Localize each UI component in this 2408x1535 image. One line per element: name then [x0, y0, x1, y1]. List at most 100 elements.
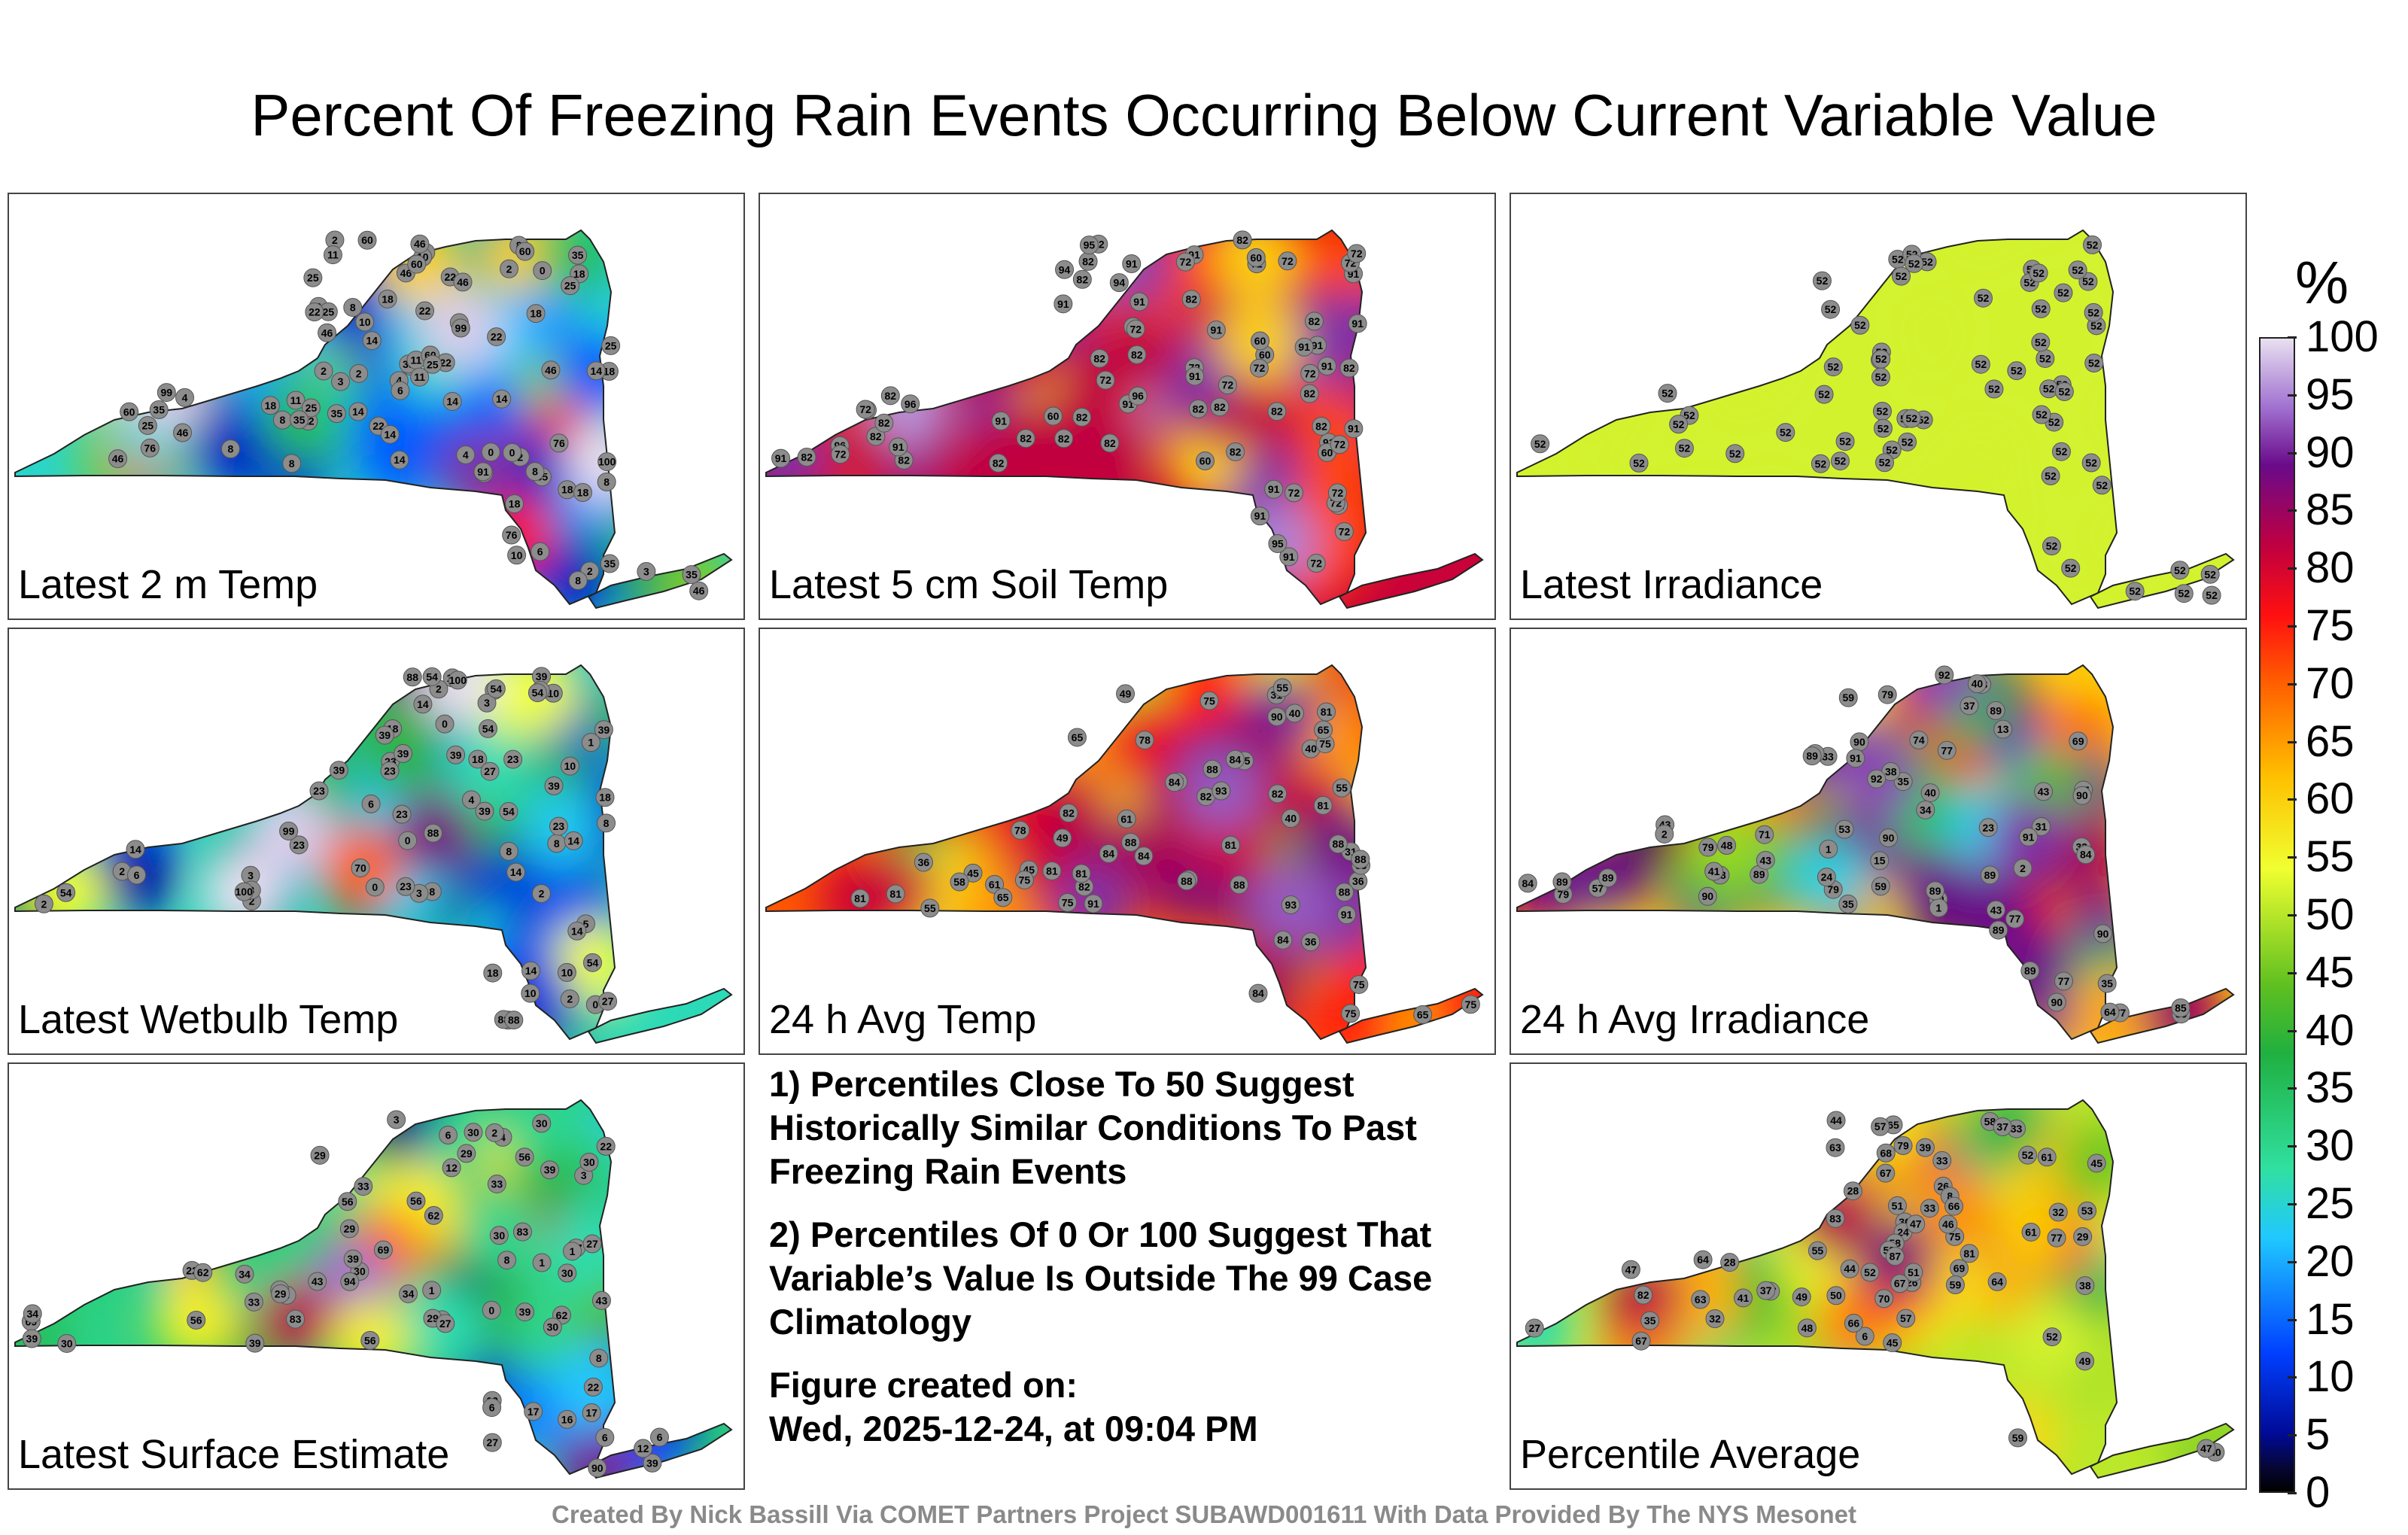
panel-label: Latest Wetbulb Temp: [18, 997, 399, 1042]
station-marker: [424, 1205, 443, 1225]
station-value: 72: [1333, 439, 1345, 451]
station-value: 83: [1829, 1212, 1841, 1224]
station-value: 82: [1076, 411, 1088, 423]
station-marker: [1044, 406, 1063, 426]
station-value: 29: [275, 1287, 287, 1299]
station-marker: [1821, 299, 1841, 319]
station-value: 29: [2077, 1230, 2089, 1242]
state-outline: [2089, 1422, 2235, 1479]
station-value: 79: [1702, 841, 1714, 853]
station-marker: [2125, 582, 2145, 601]
station-value: 90: [1271, 710, 1283, 722]
station-marker: [424, 823, 443, 843]
station-marker: [1812, 271, 1832, 290]
station-value: 52: [2085, 457, 2097, 469]
station-value: 6: [602, 1431, 608, 1443]
station-value: 88: [406, 671, 418, 683]
station-marker: [532, 1253, 552, 1272]
colorbar-tick-mark: [2288, 1145, 2297, 1148]
station-value: 90: [1853, 736, 1865, 748]
station-value: 47: [1910, 1218, 1922, 1230]
station-value: 52: [1683, 409, 1695, 421]
station-value: 82: [885, 390, 897, 402]
state-outline: [1338, 987, 1484, 1044]
state-outline: [1516, 1099, 2118, 1476]
colorbar-tick-mark: [2288, 625, 2297, 628]
station-marker: [235, 1264, 254, 1284]
station-marker: [1250, 506, 1269, 526]
panel-latest-2m-temp: 3881464241122046141824012021418622183822…: [8, 193, 745, 620]
station-marker: [1986, 900, 2005, 919]
station-marker: [323, 245, 342, 265]
station-value: 82: [1185, 293, 1197, 305]
station-marker: [2073, 1226, 2093, 1246]
station-marker: [771, 448, 791, 468]
station-value: 82: [1093, 352, 1105, 364]
station-value: 52: [2087, 239, 2099, 251]
station-marker: [2034, 782, 2054, 801]
station-marker: [600, 554, 619, 573]
station-marker: [634, 1439, 653, 1458]
state-map: 3881464241122046141824012021418622183822…: [14, 229, 733, 609]
station-marker: [1233, 230, 1252, 250]
station-marker: [1327, 483, 1347, 503]
station-marker: [138, 415, 157, 435]
station-value: 100: [449, 674, 467, 686]
state-outline: [1516, 664, 2118, 1041]
station-marker: [525, 462, 545, 482]
colorbar-tick-mark: [2288, 682, 2297, 685]
station-value: 72: [1180, 256, 1192, 268]
station-marker: [1835, 432, 1855, 451]
station-value: 39: [450, 749, 462, 761]
station-marker: [1598, 868, 1618, 888]
station-value: 77: [1941, 744, 1953, 756]
station-value: 40: [1305, 743, 1317, 755]
station-value: 52: [1896, 270, 1908, 282]
station-marker: [1874, 453, 1894, 473]
station-marker: [1210, 397, 1230, 417]
station-value: 5: [583, 918, 589, 930]
station-value: 52: [1988, 383, 2000, 395]
station-value: 56: [364, 1334, 376, 1346]
station-value: 75: [1062, 896, 1074, 908]
station-value: 69: [1953, 1263, 1966, 1275]
station-value: 28: [1724, 1257, 1736, 1269]
panel-24h-avg-irradiance: 4033431533531313189772112358474597989837…: [1510, 628, 2247, 1055]
station-value: 63: [1829, 1141, 1841, 1154]
station-value: 82: [1020, 433, 1032, 445]
state-outline: [1338, 552, 1484, 609]
station-value: 52: [1908, 257, 1920, 269]
colorbar-tick-label: 30: [2306, 1121, 2355, 1171]
station-value: 52: [2045, 470, 2057, 482]
station-value: 82: [1193, 403, 1205, 415]
station-marker: [442, 391, 462, 411]
station-value: 2: [321, 365, 327, 377]
station-marker: [1344, 419, 1364, 439]
station-value: 91: [477, 466, 489, 478]
station-value: 92: [1871, 773, 1883, 785]
station-value: 72: [1310, 558, 1322, 570]
station-value: 30: [536, 1117, 548, 1129]
station-marker: [581, 733, 600, 752]
colorbar-tick-label: 20: [2306, 1236, 2355, 1286]
station-value: 46: [177, 427, 189, 439]
station-value: 64: [1697, 1254, 1709, 1266]
station-marker: [1876, 1143, 1896, 1163]
station-value: 48: [1801, 1322, 1814, 1334]
station-value: 8: [350, 302, 356, 314]
station-value: 2: [249, 895, 255, 907]
station-marker: [1906, 1214, 1926, 1234]
station-value: 60: [1254, 335, 1266, 347]
station-marker: [521, 961, 540, 980]
station-value: 88: [1181, 875, 1193, 887]
station-value: 34: [1920, 804, 1932, 816]
station-marker: [1312, 416, 1331, 436]
station-value: 82: [1058, 433, 1070, 445]
station-value: 59: [2012, 1432, 2024, 1444]
station-value: 89: [1929, 885, 1941, 897]
station-marker: [309, 781, 329, 801]
station-value: 6: [445, 1129, 451, 1141]
station-marker: [991, 411, 1011, 430]
station-value: 58: [953, 876, 965, 888]
station-value: 14: [366, 335, 378, 347]
